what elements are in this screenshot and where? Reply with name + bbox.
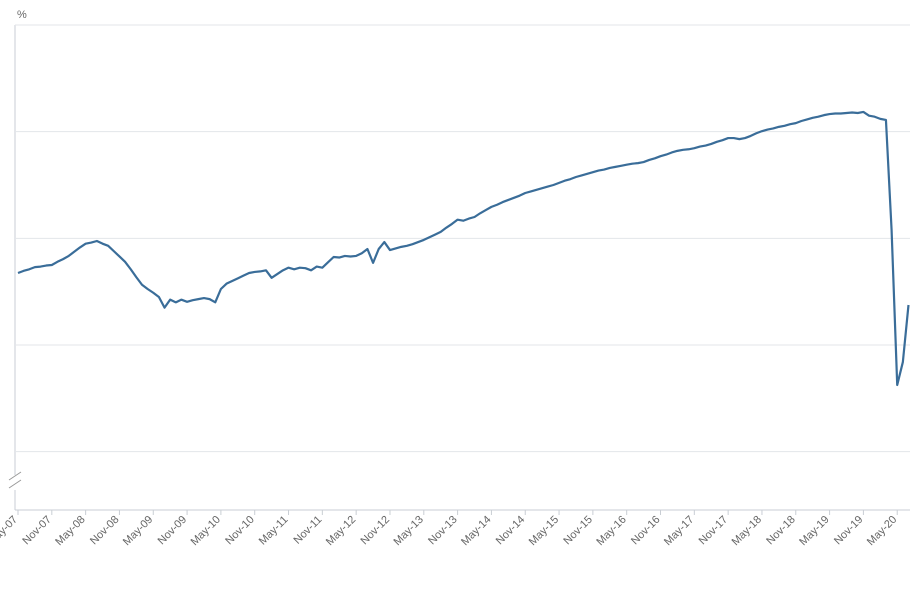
x-tick-label: May-18 bbox=[730, 514, 764, 548]
x-tick-label: May-20 bbox=[865, 514, 899, 548]
x-tick-label: Nov-16 bbox=[629, 514, 663, 548]
x-tick-label: Nov-12 bbox=[359, 514, 393, 548]
x-tick-label: May-07 bbox=[0, 514, 20, 548]
x-tick-label: May-14 bbox=[459, 514, 493, 548]
x-tick-label: May-10 bbox=[189, 514, 223, 548]
x-tick-label: Nov-13 bbox=[426, 514, 460, 548]
x-tick-label: Nov-14 bbox=[494, 514, 528, 548]
y-axis-label: % bbox=[17, 9, 27, 21]
x-tick-label: May-19 bbox=[797, 514, 831, 548]
x-tick-label: May-17 bbox=[662, 514, 696, 548]
x-tick-label: Nov-10 bbox=[223, 514, 257, 548]
x-tick-label: May-16 bbox=[594, 514, 628, 548]
x-tick-label: Nov-11 bbox=[291, 514, 324, 547]
x-tick-label: May-13 bbox=[391, 514, 425, 548]
x-tick-label: Nov-08 bbox=[88, 514, 122, 548]
axis-break bbox=[8, 471, 22, 489]
x-tick-label: Nov-15 bbox=[561, 514, 595, 548]
x-tick-label: May-11 bbox=[257, 514, 291, 548]
data-line bbox=[17, 110, 910, 387]
x-tick-label: May-08 bbox=[53, 514, 87, 548]
x-tick-label: Nov-07 bbox=[20, 514, 54, 548]
x-tick-label: May-09 bbox=[121, 514, 155, 548]
x-tick-label: Nov-17 bbox=[697, 514, 731, 548]
x-tick-label: Nov-19 bbox=[832, 514, 866, 548]
x-tick-label: Nov-09 bbox=[156, 514, 190, 548]
x-tick-label: May-12 bbox=[324, 514, 358, 548]
x-tick-label: Nov-18 bbox=[764, 514, 798, 548]
x-tick-label: May-15 bbox=[527, 514, 561, 548]
